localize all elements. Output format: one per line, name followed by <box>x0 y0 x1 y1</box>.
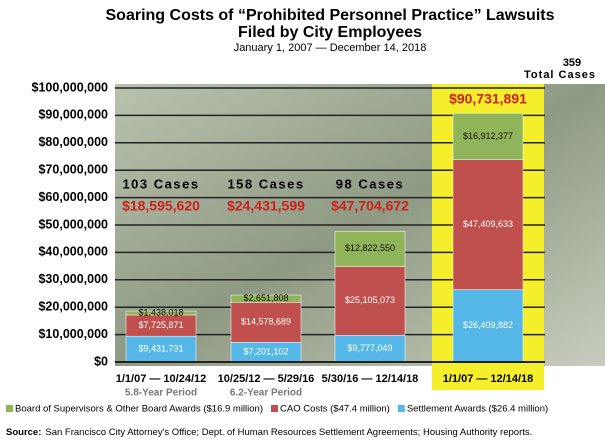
y-tick-label: $20,000,000 <box>38 299 108 313</box>
bar-segment <box>125 335 197 363</box>
x-tick-label: 5/30/16 — 12/14/18 <box>322 373 419 385</box>
period-label: 6.2-Year Period <box>230 388 302 399</box>
y-tick-label: $50,000,000 <box>38 217 108 231</box>
y-tick-label: $60,000,000 <box>38 190 108 204</box>
bar-segment <box>334 266 406 336</box>
y-tick-label: $100,000,000 <box>32 80 109 94</box>
case-label: 103 Cases <box>122 176 199 191</box>
bar-segment <box>452 159 524 290</box>
legend-label: Board of Supervisors & Other Board Award… <box>15 404 263 415</box>
bar-segment <box>334 334 406 363</box>
total-label: $24,431,599 <box>227 198 305 214</box>
x-tick-label: 1/1/07 — 12/14/18 <box>443 373 534 385</box>
case-label: Total Cases <box>524 69 596 81</box>
y-tick-label: $0 <box>94 354 108 368</box>
y-tick-label: $70,000,000 <box>38 162 108 176</box>
bar-segment <box>334 231 406 267</box>
value-label: $1,438,018 <box>138 307 183 317</box>
source: Source: San Francisco City Attorney's Off… <box>6 427 532 438</box>
legend-swatch <box>271 405 278 412</box>
period-label: 5.8-Year Period <box>125 388 197 399</box>
case-label: 359 <box>563 57 581 69</box>
chart-title: Filed by City Employees <box>238 24 422 41</box>
y-tick-label: $30,000,000 <box>38 272 108 286</box>
source-text: San Francisco City Attorney's Office; De… <box>45 427 532 438</box>
value-label: $9,777,049 <box>347 343 392 353</box>
case-label: 98 Cases <box>336 176 404 191</box>
y-tick-label: $80,000,000 <box>38 135 108 149</box>
bar-segment <box>230 294 302 303</box>
chart-subtitle: January 1, 2007 — December 14, 2018 <box>234 42 427 54</box>
value-label: $9,431,731 <box>138 343 183 353</box>
x-tick-label: 10/25/12 — 5/29/16 <box>218 373 315 385</box>
value-label: $7,201,102 <box>243 347 288 357</box>
total-label: $18,595,620 <box>122 198 200 214</box>
legend-label: CAO Costs ($47.4 million) <box>280 404 390 415</box>
value-label: $12,822,550 <box>345 243 395 253</box>
total-label: $47,704,672 <box>331 198 409 214</box>
total-label: $90,731,891 <box>449 91 527 107</box>
case-label: 158 Cases <box>227 176 304 191</box>
value-label: $47,409,633 <box>463 219 513 229</box>
value-label: $2,651,808 <box>243 293 288 303</box>
legend-label: Settlement Awards ($26.4 million) <box>407 404 548 415</box>
bar-segment <box>125 310 197 316</box>
legend-swatch <box>397 405 405 412</box>
y-tick-label: $40,000,000 <box>38 245 108 259</box>
bar-segment <box>452 113 524 160</box>
value-label: $16,912,377 <box>463 131 513 141</box>
y-tick-label: $10,000,000 <box>38 327 108 341</box>
bar-segment <box>230 302 302 343</box>
value-label: $14,578,689 <box>241 317 291 327</box>
legend-swatch <box>6 405 13 412</box>
bar-segment <box>452 289 524 363</box>
chart-title: Soaring Costs of “Prohibited Personnel P… <box>106 7 555 24</box>
y-tick-label: $90,000,000 <box>38 108 108 122</box>
value-label: $7,725,871 <box>138 320 183 330</box>
value-label: $25,105,073 <box>345 295 395 305</box>
x-tick-label: 1/1/07 — 10/24/12 <box>116 373 207 385</box>
source-label: Source: <box>6 427 41 438</box>
value-label: $26,409,882 <box>463 320 513 330</box>
